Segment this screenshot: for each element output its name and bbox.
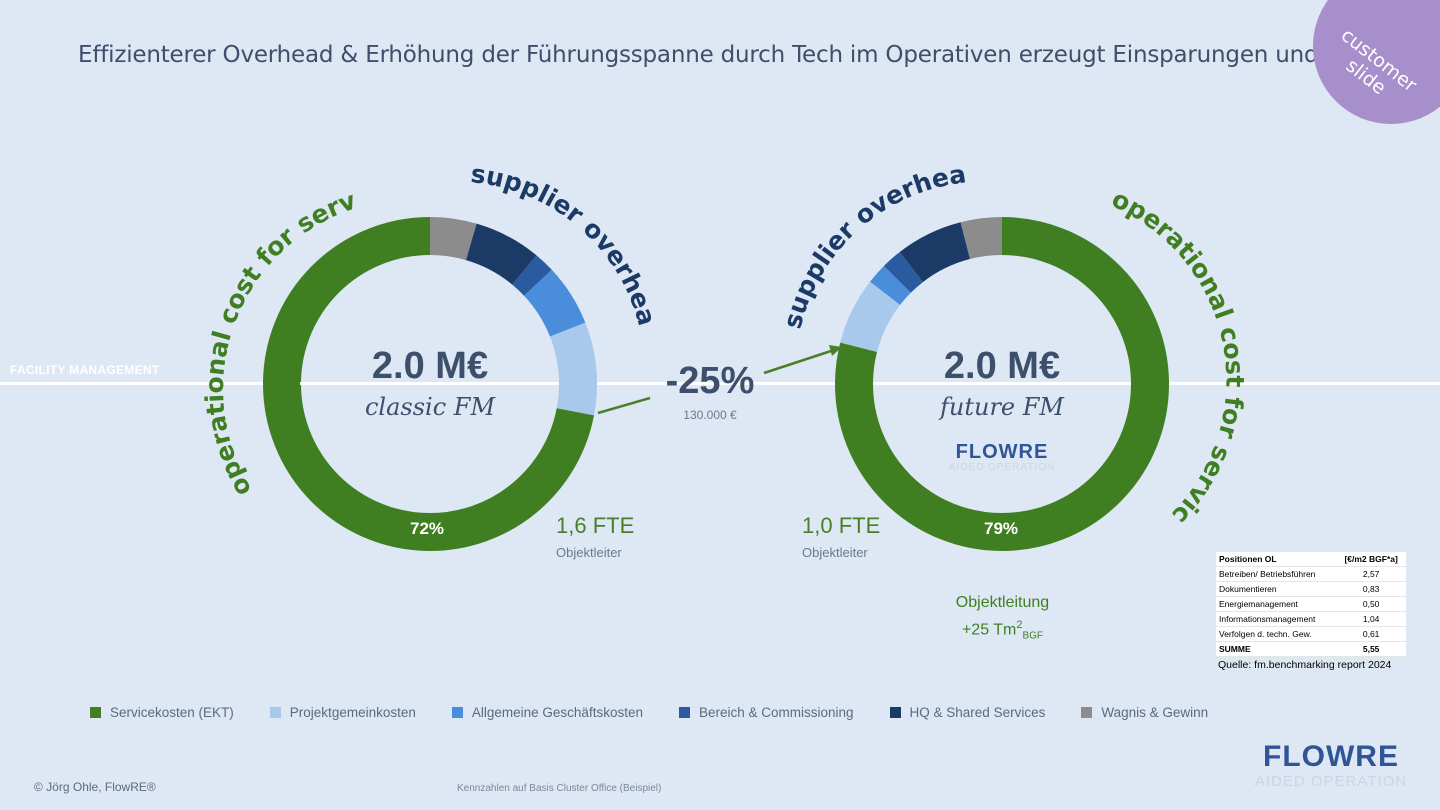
donut-segment-servicekosten-ekt- (263, 217, 597, 551)
delta-value: -25% (665, 360, 755, 402)
facility-management-label: FACILITY MANAGEMENT (10, 363, 160, 377)
legend-label: Bereich & Commissioning (698, 705, 854, 720)
right-donut-chart (835, 217, 1169, 551)
donut-segment-servicekosten-ekt- (835, 217, 1169, 551)
right-center-label: future FM (940, 393, 1064, 421)
table-cell: 2,57 (1336, 566, 1406, 582)
left-fte: 1,6 FTE (556, 513, 635, 538)
table-row: Betreiben/ Betriebsführen 2,57 (1216, 566, 1406, 582)
legend-swatch (90, 707, 101, 718)
table-sum-row: SUMME 5,55 (1216, 641, 1406, 657)
left-donut-chart (263, 217, 597, 551)
table-header-row: Positionen OL [€/m2 BGF*a] (1216, 552, 1406, 567)
legend-swatch (1081, 707, 1093, 718)
legend-swatch (269, 707, 281, 718)
arrow-segment-left (597, 396, 651, 415)
objektleitung-info: Objektleitung +25 Tm2BGF (930, 592, 1075, 648)
legend-swatch (451, 707, 463, 718)
positions-table: Positionen OL [€/m2 BGF*a] Betreiben/ Be… (1216, 552, 1406, 657)
table-cell: 5,55 (1336, 641, 1406, 657)
table-cell: Betreiben/ Betriebsführen (1216, 566, 1337, 582)
table-cell: Verfolgen d. techn. Gew. (1216, 626, 1337, 642)
flowre-logo: FLOWRE (1263, 740, 1399, 773)
legend-item: Servicekosten (EKT) (90, 705, 234, 720)
legend-item: Projektgemeinkosten (269, 705, 416, 720)
legend-label: Allgemeine Geschäftskosten (471, 705, 643, 720)
table-cell: 0,61 (1336, 626, 1406, 642)
flowre-logo-center: FLOWRE (955, 441, 1049, 463)
left-percentage: 72% (410, 519, 445, 538)
table-header-cell: Positionen OL (1216, 552, 1337, 567)
line-gap-left (300, 382, 360, 385)
footer-note: Kennzahlen auf Basis Cluster Office (Bei… (457, 783, 662, 794)
copyright: © Jörg Ohle, FlowRE® (34, 780, 156, 794)
legend-label: Projektgemeinkosten (289, 705, 416, 720)
legend-label: HQ & Shared Services (909, 705, 1046, 720)
flowre-logo-sub: AIDED OPERATION (1254, 773, 1408, 790)
objektleitung-value: +25 Tm2BGF (961, 619, 1044, 642)
donut-segment-projektgemeinkosten (263, 217, 597, 551)
table-cell: 0,83 (1336, 581, 1406, 597)
table-cell: Energiemanagement (1216, 596, 1337, 612)
table-row: Informationsmanagement 1,04 (1216, 611, 1406, 627)
legend-item: HQ & Shared Services (889, 705, 1046, 720)
arrow-head (829, 345, 842, 356)
legend-item: Bereich & Commissioning (678, 705, 854, 720)
table-header-cell: [€/m2 BGF*a] (1336, 552, 1406, 567)
right-percentage: 79% (984, 519, 1019, 538)
legend-label: Wagnis & Gewinn (1101, 705, 1209, 720)
table-cell: SUMME (1216, 641, 1337, 657)
left-center-label: classic FM (364, 393, 496, 421)
table-cell: Dokumentieren (1216, 581, 1337, 597)
arrow-segment-right (763, 348, 835, 375)
table-cell: 1,04 (1336, 611, 1406, 627)
table-source: Quelle: fm.benchmarking report 2024 (1218, 659, 1392, 671)
objektleitung-title: Objektleitung (955, 594, 1050, 611)
page-title: Effizienterer Overhead & Erhöhung der Fü… (78, 42, 1416, 68)
table-cell: 0,50 (1336, 596, 1406, 612)
right-fte-role: Objektleiter (802, 545, 868, 560)
legend-item: Allgemeine Geschäftskosten (451, 705, 643, 720)
left-fte-role: Objektleiter (556, 545, 622, 560)
table-row: Verfolgen d. techn. Gew. 0,61 (1216, 626, 1406, 642)
right-center-value: 2.0 M€ (943, 345, 1061, 387)
legend-swatch (678, 707, 690, 718)
legend-swatch (889, 707, 901, 718)
right-fte: 1,0 FTE (802, 513, 881, 538)
flowre-logo-center-sub: AIDED OPERATION (948, 462, 1056, 473)
chart-legend: Servicekosten (EKT) Projektgemeinkosten … (90, 705, 1244, 720)
table-cell: Informationsmanagement (1216, 611, 1337, 627)
table-row: Dokumentieren 0,83 (1216, 581, 1406, 597)
legend-label: Servicekosten (EKT) (110, 705, 234, 720)
facility-management-line (0, 382, 1440, 385)
delta-amount: 130.000 € (683, 408, 737, 422)
left-center-value: 2.0 M€ (371, 345, 489, 387)
table-row: Energiemanagement 0,50 (1216, 596, 1406, 612)
legend-item: Wagnis & Gewinn (1081, 705, 1208, 720)
